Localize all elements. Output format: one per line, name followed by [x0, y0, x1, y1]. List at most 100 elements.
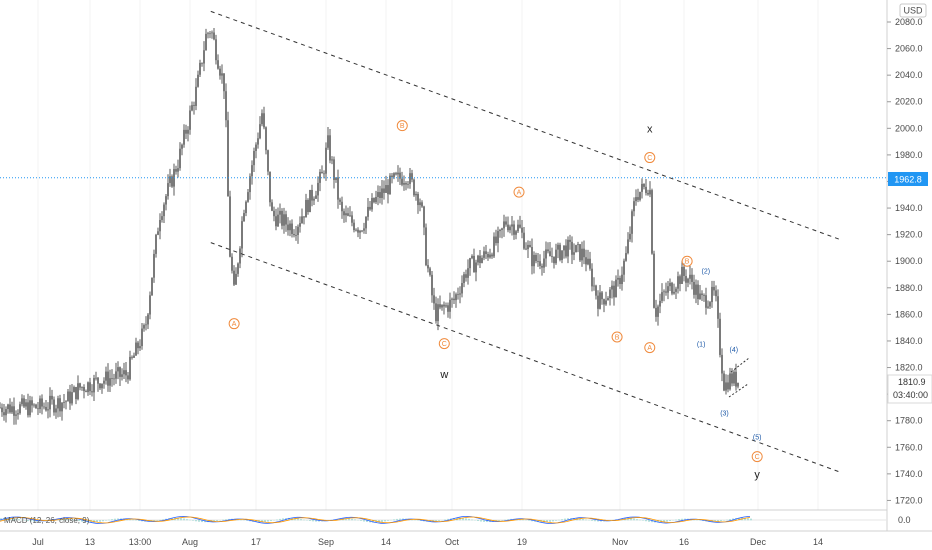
macd-histogram-bar: [129, 519, 131, 521]
candle-body: [621, 274, 623, 285]
wave-label-circled[interactable]: A: [513, 186, 525, 198]
candle-body: [127, 375, 129, 380]
candle-body: [255, 144, 257, 151]
wave-label-circle: [644, 342, 656, 354]
candle-body: [369, 206, 371, 210]
candle-body: [215, 39, 217, 61]
candle-body: [327, 135, 329, 148]
time-tick-label: 14: [381, 537, 391, 547]
macd-histogram-bar: [696, 519, 698, 521]
candle-body: [237, 263, 239, 274]
macd-histogram-bar: [462, 517, 464, 521]
candle-body: [473, 255, 475, 273]
candle-body: [441, 304, 443, 308]
candle-body: [217, 60, 219, 69]
candle-body: [177, 168, 179, 172]
macd-histogram-bar: [465, 518, 467, 521]
macd-histogram-bar: [99, 520, 101, 522]
candle-body: [457, 294, 459, 296]
time-tick-label: Jul: [32, 537, 44, 547]
wave-label-circle: [644, 152, 656, 164]
wave-label-text: C: [647, 155, 652, 162]
candle-body: [27, 402, 29, 416]
candle-body: [489, 254, 491, 258]
candle-body: [519, 224, 521, 228]
wave-label-circled[interactable]: B: [396, 120, 408, 132]
macd-histogram-bar: [528, 520, 530, 521]
macd-histogram-bar: [708, 520, 710, 522]
macd-histogram-bar: [279, 518, 281, 521]
candle-body: [171, 176, 173, 187]
candle-body: [5, 409, 7, 416]
candle-body: [583, 248, 585, 258]
candle-body: [385, 185, 387, 193]
macd-histogram-bar: [156, 520, 158, 521]
candle-body: [471, 255, 473, 259]
candle-body: [705, 295, 707, 308]
wave-label-circle: [396, 120, 408, 132]
candle-body: [397, 172, 399, 175]
macd-histogram-bar: [270, 520, 272, 522]
candle-body: [383, 188, 385, 193]
macd-histogram-bar: [597, 520, 599, 522]
macd-histogram-bar: [315, 520, 317, 522]
macd-histogram-bar: [381, 520, 383, 522]
wave-label-blue[interactable]: (4): [730, 347, 739, 354]
wave-label-circled[interactable]: B: [611, 331, 623, 343]
candle-body: [659, 300, 661, 307]
candle-body: [219, 68, 221, 76]
candle-body: [715, 290, 717, 297]
candle-body: [339, 199, 341, 202]
candle-body: [169, 176, 171, 184]
currency-badge[interactable]: USD: [899, 3, 927, 18]
time-tick-label: 17: [251, 537, 261, 547]
wave-label-circle: [611, 331, 623, 343]
price-axis[interactable]: 2080.02060.02040.02020.02000.01980.01960…: [887, 17, 923, 505]
candle-body: [579, 244, 581, 261]
wave-label-blue[interactable]: (3): [720, 411, 729, 418]
candle-body: [209, 33, 211, 35]
candle-body: [195, 86, 197, 106]
wave-label-circled[interactable]: C: [751, 451, 763, 463]
macd-histogram-bar: [723, 520, 725, 521]
time-axis[interactable]: Jul 13 13:00 Aug 17 Sep 14 Oct 19 Nov 16 Dec 14: [32, 537, 823, 547]
macd-histogram-bar: [300, 519, 302, 521]
wave-label-circled[interactable]: C: [438, 338, 450, 350]
candle-body: [231, 256, 233, 271]
candle-body: [517, 224, 519, 232]
candle-body: [359, 230, 361, 233]
candle-body: [9, 404, 11, 413]
wave-label-text: A: [647, 345, 652, 352]
wave-label-degree[interactable]: w: [439, 369, 448, 381]
macd-histogram-bar: [531, 520, 533, 522]
macd-histogram-bar: [663, 520, 665, 523]
candle-body: [431, 274, 433, 296]
candle-body: [247, 192, 249, 202]
wave-label-blue[interactable]: (2): [702, 269, 711, 276]
wave-label-blue[interactable]: (5): [753, 435, 762, 442]
candle-body: [533, 254, 535, 267]
wave-label-degree[interactable]: y: [754, 469, 760, 481]
candle-body: [403, 183, 405, 185]
candle-body: [595, 285, 597, 296]
wave-label-degree[interactable]: x: [647, 123, 653, 135]
candle-body: [479, 255, 481, 263]
macd-histogram-bar: [399, 518, 401, 521]
macd-pane[interactable]: [0, 515, 887, 524]
candle-body: [165, 196, 167, 205]
wave-label-circled[interactable]: A: [644, 342, 656, 354]
wave-label-blue[interactable]: (1): [697, 342, 706, 349]
wave-label-circled[interactable]: C: [644, 152, 656, 164]
wave-label-circle: [438, 338, 450, 350]
lower-channel-line[interactable]: [210, 242, 842, 474]
candle-body: [429, 268, 431, 275]
wave-label-circled[interactable]: A: [228, 318, 240, 330]
candle-body: [0, 407, 1, 409]
candle-body: [409, 173, 411, 184]
candle-body: [295, 235, 297, 236]
price-tick-label: 1840.0: [895, 336, 923, 346]
candle-body: [513, 224, 515, 235]
candle-body: [591, 268, 593, 287]
wave-label-circled[interactable]: B: [681, 255, 693, 267]
